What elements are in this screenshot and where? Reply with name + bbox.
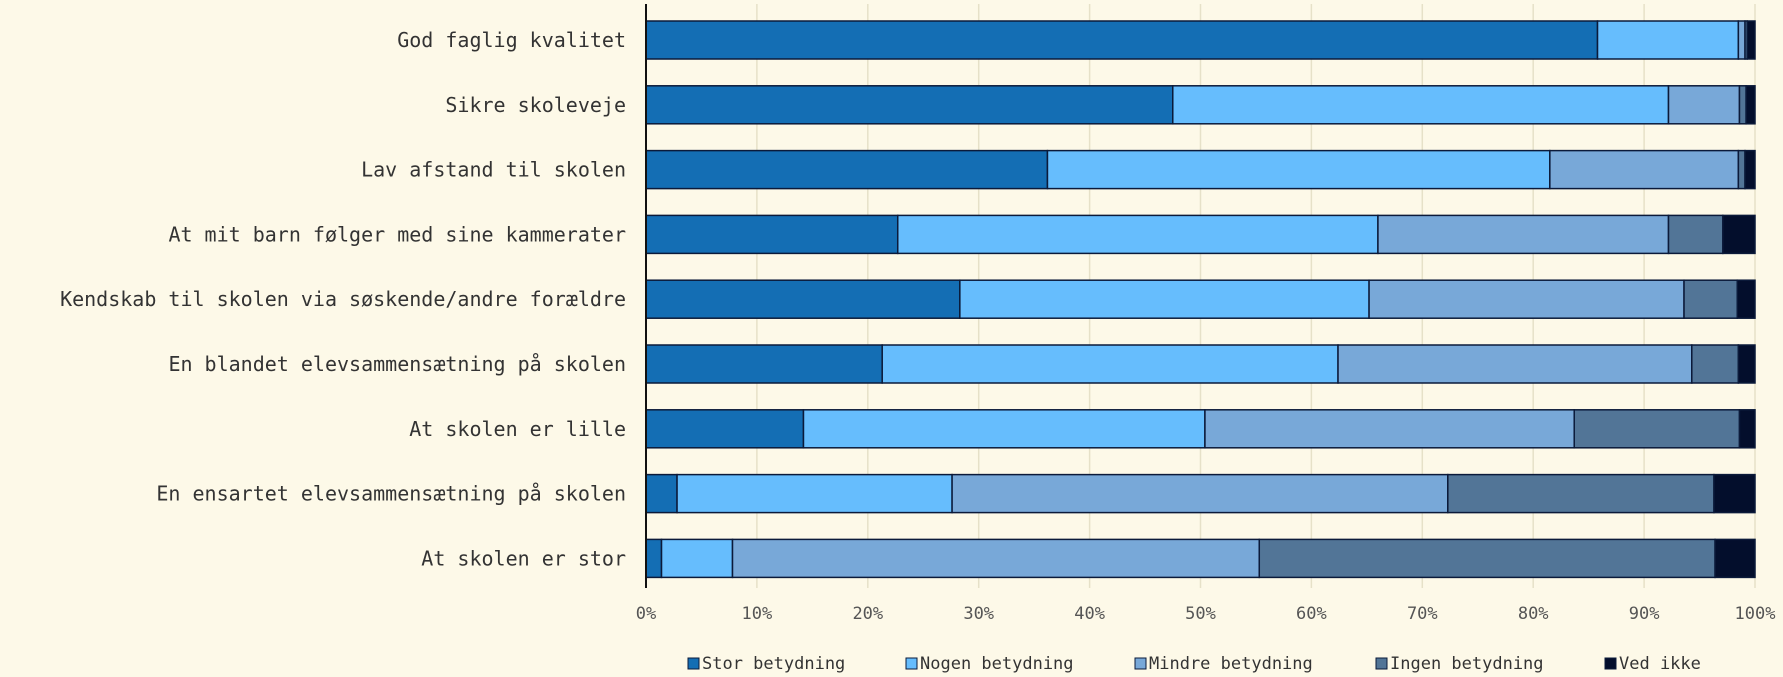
- bar-segment: [896, 214, 1379, 255]
- legend-label: Mindre betydning: [1149, 654, 1313, 674]
- category-label: At skolen er lille: [409, 417, 626, 441]
- category-label: En ensartet elevsammensætning på skolen: [156, 482, 626, 506]
- bar-segment: [951, 473, 1449, 514]
- category-label: Sikre skoleveje: [445, 93, 626, 117]
- x-tick-label: 40%: [1074, 604, 1105, 624]
- category-labels: God faglig kvalitet Sikre skoleveje Lav af…: [60, 28, 626, 570]
- x-tick-label: 30%: [963, 604, 994, 624]
- bar-segment: [1172, 85, 1670, 125]
- bar-segment: [645, 214, 899, 255]
- bar-segment: [1738, 85, 1747, 125]
- bar-segment: [1737, 344, 1756, 384]
- legend-label: Nogen betydning: [920, 654, 1074, 674]
- bar-segment: [645, 344, 883, 384]
- legend-label: Ved ikke: [1619, 654, 1701, 674]
- bar-segment: [802, 409, 1206, 449]
- legend-swatch: [1134, 657, 1147, 670]
- x-tick-label: 60%: [1296, 604, 1327, 624]
- category-label: Lav afstand til skolen: [361, 158, 626, 182]
- bar-segment: [881, 344, 1339, 384]
- bar-segment: [1204, 409, 1575, 449]
- bar-segment: [1549, 149, 1740, 190]
- bar-segment: [1738, 409, 1756, 449]
- bar-segment: [1046, 149, 1551, 190]
- bar-segment: [1722, 214, 1756, 255]
- bar-segment: [1691, 344, 1740, 384]
- bar-segment: [676, 473, 953, 514]
- bar-segment: [1713, 473, 1756, 514]
- bar-segment: [1737, 149, 1746, 190]
- legend-swatch: [1604, 657, 1617, 670]
- bar-segment: [1746, 20, 1756, 60]
- legend-label: Stor betydning: [702, 654, 845, 674]
- bar-segment: [1667, 85, 1741, 125]
- bar-segment: [1744, 149, 1756, 190]
- x-tick-label: 20%: [852, 604, 883, 624]
- bar-segment: [645, 409, 805, 449]
- bar-segment: [1745, 85, 1756, 125]
- bar-segment: [1714, 538, 1756, 579]
- bar-segment: [1368, 279, 1685, 319]
- bar-segment: [1258, 538, 1716, 579]
- category-label: En blandet elevsammensætning på skolen: [168, 352, 626, 376]
- bar-segment: [645, 279, 961, 319]
- x-tick-label: 0%: [636, 604, 656, 624]
- bar-segment: [645, 20, 1599, 60]
- bar-segment: [645, 85, 1174, 125]
- legend-swatch: [1375, 657, 1388, 670]
- bar-segment: [959, 279, 1370, 319]
- bar-segment: [1447, 473, 1715, 514]
- x-tick-labels: 0% 10% 20% 30% 40% 50% 60% 70% 80% 90% 100%: [636, 604, 1776, 624]
- category-label: At skolen er stor: [421, 546, 626, 570]
- bar-segment: [1737, 20, 1746, 60]
- bar-segment: [645, 149, 1049, 190]
- bar-segment: [1736, 279, 1756, 319]
- x-tick-label: 70%: [1407, 604, 1438, 624]
- bar-segment: [1667, 214, 1724, 255]
- legend-swatch: [687, 657, 700, 670]
- bar-segment: [1683, 279, 1739, 319]
- x-tick-label: 90%: [1629, 604, 1660, 624]
- x-tick-label: 80%: [1518, 604, 1549, 624]
- x-tick-label: 100%: [1735, 604, 1776, 624]
- category-label: God faglig kvalitet: [397, 28, 626, 52]
- category-label: At mit barn følger med sine kammerater: [168, 222, 626, 246]
- x-tick-label: 50%: [1185, 604, 1216, 624]
- bar-segment: [645, 538, 663, 579]
- legend: Stor betydning Nogen betydning Mindre bety…: [687, 654, 1701, 674]
- bar-segment: [660, 538, 734, 579]
- category-label: Kendskab til skolen via søskende/andre f…: [60, 287, 626, 311]
- bar-segment: [1596, 20, 1740, 60]
- legend-swatch: [905, 657, 918, 670]
- x-tick-label: 10%: [742, 604, 773, 624]
- bar-segment: [1337, 344, 1693, 384]
- bar-segment: [1377, 214, 1670, 255]
- bar-segment: [731, 538, 1261, 579]
- bars: [645, 20, 1756, 579]
- bar-segment: [1573, 409, 1741, 449]
- legend-label: Ingen betydning: [1390, 654, 1544, 674]
- bar-segment: [645, 473, 678, 514]
